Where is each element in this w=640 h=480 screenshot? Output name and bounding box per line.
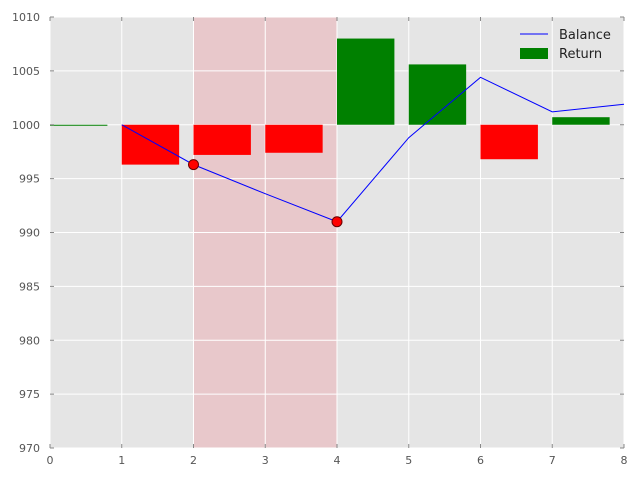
- y-tick-label: 990: [19, 227, 40, 240]
- x-tick-label: 7: [549, 454, 556, 467]
- bar: [337, 38, 395, 125]
- y-tick-label: 1000: [12, 119, 40, 132]
- legend: Balance Return: [520, 28, 611, 62]
- x-tick-label: 5: [405, 454, 412, 467]
- bar: [552, 117, 610, 125]
- y-tick-label: 970: [19, 442, 40, 455]
- legend-swatch-patch: [520, 48, 548, 59]
- x-tick-label: 0: [47, 454, 54, 467]
- x-tick-label: 8: [621, 454, 628, 467]
- bar: [265, 124, 323, 153]
- bar: [480, 124, 538, 160]
- y-tick-label: 995: [19, 173, 40, 186]
- x-tick-label: 4: [334, 454, 341, 467]
- y-tick-label: 1010: [12, 11, 40, 24]
- marker-layer: [188, 159, 343, 228]
- balance-line: [121, 76, 625, 223]
- tick-layer: 0 1 2 3 4 5 6 7 8 970 975 980 985 990 995 1000 1005 1010: [12, 11, 628, 467]
- bar: [121, 124, 180, 165]
- x-tick-label: 3: [262, 454, 269, 467]
- bar: [50, 124, 108, 126]
- bar: [408, 64, 467, 125]
- bar-layer: [50, 38, 610, 165]
- y-tick-label: 1005: [12, 65, 40, 78]
- x-tick-label: 1: [118, 454, 125, 467]
- marker-point: [188, 159, 199, 171]
- x-tick-label: 2: [190, 454, 197, 467]
- legend-label: Balance: [559, 28, 611, 43]
- marker-point: [331, 216, 343, 228]
- y-tick-label: 980: [19, 334, 40, 347]
- y-tick-label: 975: [19, 388, 40, 401]
- legend-label: Return: [559, 47, 602, 62]
- bar: [193, 124, 251, 155]
- line-layer: [121, 76, 625, 223]
- y-tick-label: 985: [19, 280, 40, 293]
- x-tick-label: 6: [477, 454, 484, 467]
